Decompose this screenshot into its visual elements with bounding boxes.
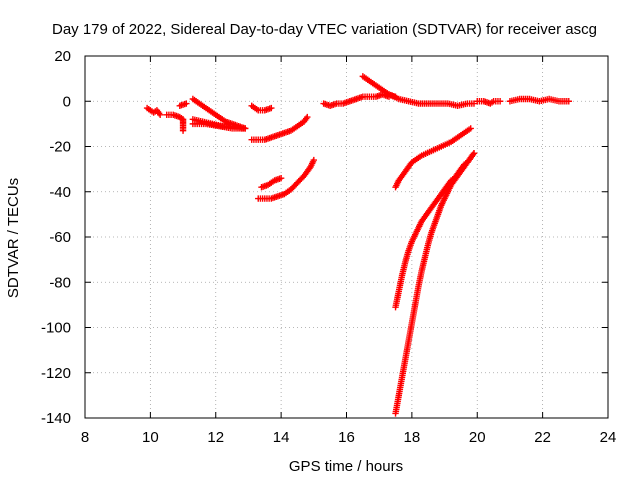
x-tick-label: 16 — [338, 429, 355, 446]
y-axis-label: SDTVAR / TECUs — [5, 178, 22, 298]
x-tick-label: 24 — [600, 429, 617, 446]
x-tick-label: 12 — [207, 429, 224, 446]
chart-title: Day 179 of 2022, Sidereal Day-to-day VTE… — [52, 21, 597, 38]
series-arc-9 — [258, 174, 285, 191]
series-arc-16 — [392, 150, 478, 417]
series-arc-7 — [248, 102, 275, 114]
y-tick-label: 20 — [54, 48, 71, 65]
y-tick-label: -120 — [41, 365, 71, 382]
series-arc-18 — [506, 95, 572, 105]
y-tick-label: -20 — [49, 139, 71, 156]
series-arc-3 — [176, 100, 190, 109]
series-arc-10 — [255, 156, 318, 202]
data-point — [565, 98, 572, 105]
series-arc-1 — [143, 104, 164, 119]
series-arc-2 — [163, 111, 187, 134]
x-tick-label: 14 — [273, 429, 290, 446]
data-point — [277, 174, 285, 182]
series-arc-11 — [320, 91, 393, 109]
series-arc-13 — [385, 91, 478, 109]
x-tick-label: 10 — [142, 429, 159, 446]
series-arc-8 — [248, 113, 311, 143]
plot-frame — [84, 55, 609, 419]
axis-tick-labels: 8 10 12 14 16 18 20 22 24 20 0 -20 -40 -60 -80 -100 -120… — [41, 48, 616, 446]
y-tick-label: -80 — [49, 274, 71, 291]
y-tick-label: -140 — [41, 410, 71, 427]
x-tick-label: 18 — [404, 429, 421, 446]
series-arc-4 — [189, 95, 249, 132]
data-point — [304, 113, 311, 121]
data-point — [183, 100, 190, 107]
series-arc-14 — [392, 125, 474, 191]
series-arc-6 — [189, 120, 246, 132]
x-tick-label: 22 — [534, 429, 551, 446]
series-arc-17 — [474, 98, 504, 107]
data-point — [179, 127, 187, 134]
grid — [85, 56, 608, 418]
y-tick-label: -60 — [49, 229, 71, 246]
data-point — [268, 104, 275, 112]
y-tick-label: -100 — [41, 320, 71, 337]
y-tick-label: -40 — [49, 184, 71, 201]
data-point — [310, 156, 318, 164]
data-point — [496, 98, 504, 105]
data-point — [238, 125, 246, 132]
data-point — [467, 125, 474, 132]
y-tick-label: 0 — [63, 93, 71, 110]
x-tick-label: 20 — [469, 429, 486, 446]
data-point — [156, 111, 164, 119]
x-tick-label: 8 — [81, 429, 89, 446]
data-point — [470, 150, 478, 157]
data-series — [143, 73, 572, 417]
data-point — [470, 100, 478, 107]
x-axis-label: GPS time / hours — [289, 458, 403, 475]
